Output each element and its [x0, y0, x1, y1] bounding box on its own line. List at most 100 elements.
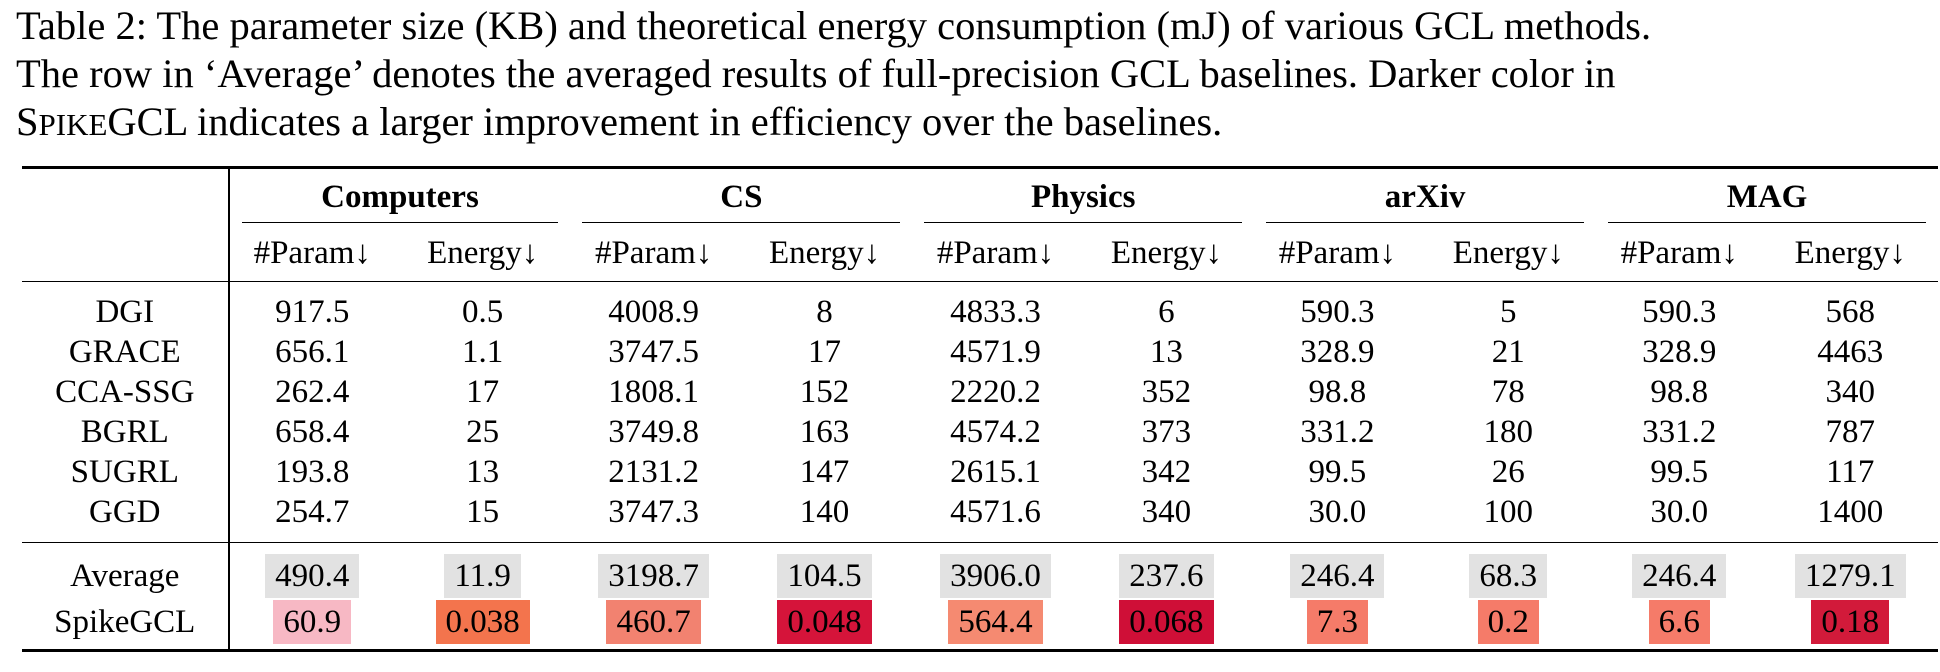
value-cell: 98.8	[1308, 374, 1367, 410]
spikegcl-value-cell: 0.2	[1477, 600, 1539, 644]
value-cell: 4833.3	[950, 294, 1041, 330]
metric-header: Energy↓	[768, 234, 881, 271]
value-cell: 30.0	[1308, 494, 1367, 530]
value-cell: 254.7	[275, 494, 350, 530]
value-cell: 17	[466, 374, 500, 410]
value-cell: 342	[1141, 454, 1192, 490]
value-cell: 98.8	[1650, 374, 1709, 410]
value-cell: 8	[816, 294, 833, 330]
spikegcl-value-cell: 7.3	[1306, 600, 1368, 644]
spikegcl-value-cell: 60.9	[273, 600, 352, 644]
metric-header: Energy↓	[1110, 234, 1223, 271]
average-value-cell: 246.4	[1290, 554, 1385, 598]
value-cell: 180	[1483, 414, 1534, 450]
value-cell: 1.1	[462, 334, 504, 370]
metric-header: Energy↓	[1794, 234, 1906, 271]
spikegcl-row: SpikeGCL 60.9 0.038 460.7 0.048 564.4 0.068 7.3…	[22, 599, 1938, 645]
value-cell: 352	[1141, 374, 1192, 410]
method-name: SpikeGCL	[22, 599, 230, 645]
average-row: Average 490.4 11.9 3198.7 104.5 3906.0 237.6 24…	[22, 553, 1938, 599]
metric-header: #Param↓	[253, 234, 371, 271]
metric-header: Energy↓	[427, 234, 539, 271]
method-name: SUGRL	[22, 452, 230, 492]
value-cell: 917.5	[275, 294, 350, 330]
value-cell: 152	[799, 374, 850, 410]
spikegcl-value-cell: 460.7	[606, 600, 701, 644]
average-value-cell: 237.6	[1119, 554, 1214, 598]
value-cell: 4463	[1817, 334, 1884, 370]
caption-line-3: SPIKEGCL indicates a larger improvement …	[16, 98, 1936, 149]
value-cell: 163	[799, 414, 850, 450]
average-value-cell: 3906.0	[940, 554, 1051, 598]
value-cell: 6	[1158, 294, 1175, 330]
value-cell: 590.3	[1300, 294, 1375, 330]
value-cell: 99.5	[1650, 454, 1709, 490]
value-cell: 340	[1141, 494, 1192, 530]
value-cell: 17	[808, 334, 842, 370]
spikegcl-value-cell: 0.068	[1119, 600, 1214, 644]
value-cell: 4571.9	[950, 334, 1041, 370]
dataset-header: Computers	[229, 169, 571, 225]
metric-header-row: #Param↓ Energy↓ #Param↓ Energy↓ #Param↓ …	[22, 225, 1938, 282]
value-cell: 2220.2	[950, 374, 1041, 410]
dataset-header: MAG	[1596, 169, 1938, 225]
caption-smallcaps-rest: PIKE	[38, 107, 108, 142]
average-value-cell: 246.4	[1632, 554, 1727, 598]
value-cell: 21	[1491, 334, 1525, 370]
average-value-cell: 68.3	[1469, 554, 1548, 598]
value-cell: 147	[799, 454, 850, 490]
value-cell: 1808.1	[608, 374, 699, 410]
value-cell: 656.1	[275, 334, 350, 370]
value-cell: 13	[1149, 334, 1183, 370]
value-cell: 4571.6	[950, 494, 1041, 530]
value-cell: 2131.2	[608, 454, 699, 490]
caption-smallcaps-initial: S	[16, 99, 39, 144]
spikegcl-value-cell: 0.048	[777, 600, 872, 644]
caption-line-3-rest: GCL indicates a larger improvement in ef…	[107, 99, 1223, 144]
value-cell: 100	[1483, 494, 1534, 530]
value-cell: 373	[1141, 414, 1192, 450]
value-cell: 5	[1500, 294, 1517, 330]
method-name: GGD	[22, 492, 230, 532]
value-cell: 78	[1491, 374, 1525, 410]
caption-line-2: The row in ‘Average’ denotes the average…	[16, 51, 1616, 96]
value-cell: 3747.5	[608, 334, 699, 370]
value-cell: 99.5	[1308, 454, 1367, 490]
average-value-cell: 11.9	[444, 554, 521, 598]
table-row: BGRL 658.4 25 3749.8 163 4574.2 373 331.2 180 331…	[22, 412, 1938, 452]
dataset-header: arXiv	[1254, 169, 1596, 225]
metric-header: #Param↓	[1278, 234, 1397, 271]
average-value-cell: 3198.7	[598, 554, 709, 598]
table-row: DGI 917.5 0.5 4008.9 8 4833.3 6 590.3 5 590.3 568	[22, 292, 1938, 332]
table-row: GGD 254.7 15 3747.3 140 4571.6 340 30.0 100 30.0 1…	[22, 492, 1938, 532]
value-cell: 4008.9	[608, 294, 699, 330]
value-cell: 26	[1491, 454, 1525, 490]
table-row: CCA-SSG 262.4 17 1808.1 152 2220.2 352 98.8 78 98…	[22, 372, 1938, 412]
method-name: CCA-SSG	[22, 372, 230, 412]
value-cell: 25	[466, 414, 500, 450]
results-table: Computers CS Physics arXiv MAG #Param↓ E…	[22, 166, 1938, 653]
value-cell: 1400	[1817, 494, 1884, 530]
value-cell: 331.2	[1642, 414, 1717, 450]
average-value-cell: 490.4	[265, 554, 360, 598]
method-name: DGI	[22, 292, 230, 332]
value-cell: 262.4	[275, 374, 350, 410]
value-cell: 590.3	[1642, 294, 1717, 330]
spikegcl-value-cell: 0.18	[1811, 600, 1890, 644]
metric-header: Energy↓	[1452, 234, 1564, 271]
spikegcl-value-cell: 564.4	[948, 600, 1043, 644]
dataset-header: CS	[570, 169, 912, 225]
value-cell: 15	[466, 494, 500, 530]
value-cell: 3747.3	[608, 494, 699, 530]
value-cell: 328.9	[1642, 334, 1717, 370]
value-cell: 331.2	[1300, 414, 1375, 450]
value-cell: 2615.1	[950, 454, 1041, 490]
value-cell: 0.5	[462, 294, 504, 330]
value-cell: 328.9	[1300, 334, 1375, 370]
dataset-header: Physics	[912, 169, 1254, 225]
value-cell: 568	[1825, 294, 1875, 330]
value-cell: 30.0	[1650, 494, 1709, 530]
value-cell: 193.8	[275, 454, 350, 490]
value-cell: 340	[1825, 374, 1875, 410]
